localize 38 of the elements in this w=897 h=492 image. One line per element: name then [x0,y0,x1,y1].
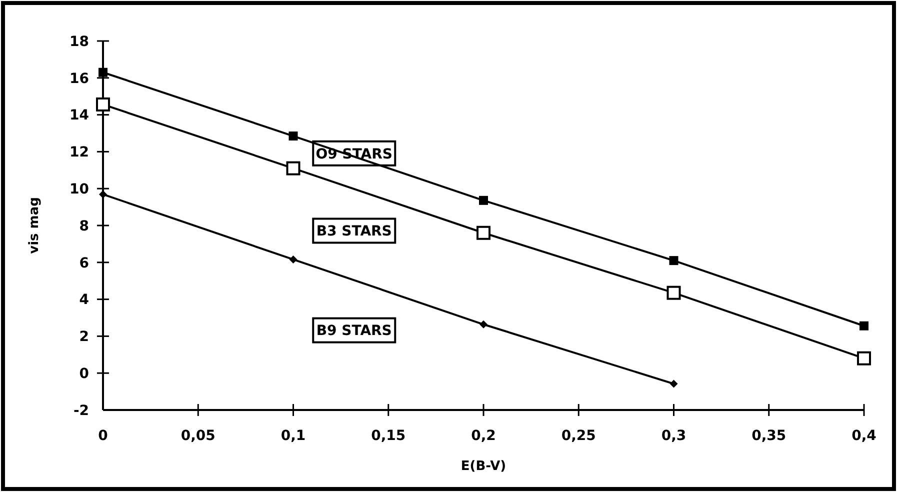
point [96,97,110,112]
text: B9 STARS [316,323,392,340]
point [99,190,107,198]
y-tick-label: 10 [70,182,90,198]
x-tick-label: 0 [98,428,108,444]
point [289,255,298,264]
y-tick-label: 14 [70,108,90,124]
x-tick-label: 0,15 [371,428,406,444]
x-tick-label: 0,1 [280,428,306,444]
y-tick-label: 4 [79,292,90,308]
point [666,286,681,300]
point [476,226,490,240]
y-tick-label: 16 [70,70,89,87]
y-axis-title: vis mag [27,197,42,254]
point [670,380,678,388]
x-tick-label: 0,2 [471,428,496,444]
y-tick-label: 8 [79,218,89,234]
x-axis-title: E(B-V) [460,459,506,474]
point [479,196,488,205]
series-label: B3 STARS [316,224,392,240]
point [98,68,108,77]
y-tick-label: 12 [70,144,89,161]
point [286,161,300,176]
point [669,256,678,266]
x-tick-label: 0,05 [180,428,216,444]
y-tick-label: 2 [79,329,89,346]
x-tick-label: 0,25 [561,428,596,444]
point [480,320,488,328]
point [288,132,298,141]
y-tick-label: 6 [79,255,89,272]
point [857,351,871,366]
x-tick-label: 0,35 [752,428,786,444]
x-tick-label: 0,4 [852,428,877,444]
y-tick-label: 0 [79,366,90,382]
y-tick-label: 18 [70,34,89,50]
point [860,321,868,330]
x-tick-label: 0,3 [661,428,686,444]
y-tick-label: -2 [73,402,89,419]
